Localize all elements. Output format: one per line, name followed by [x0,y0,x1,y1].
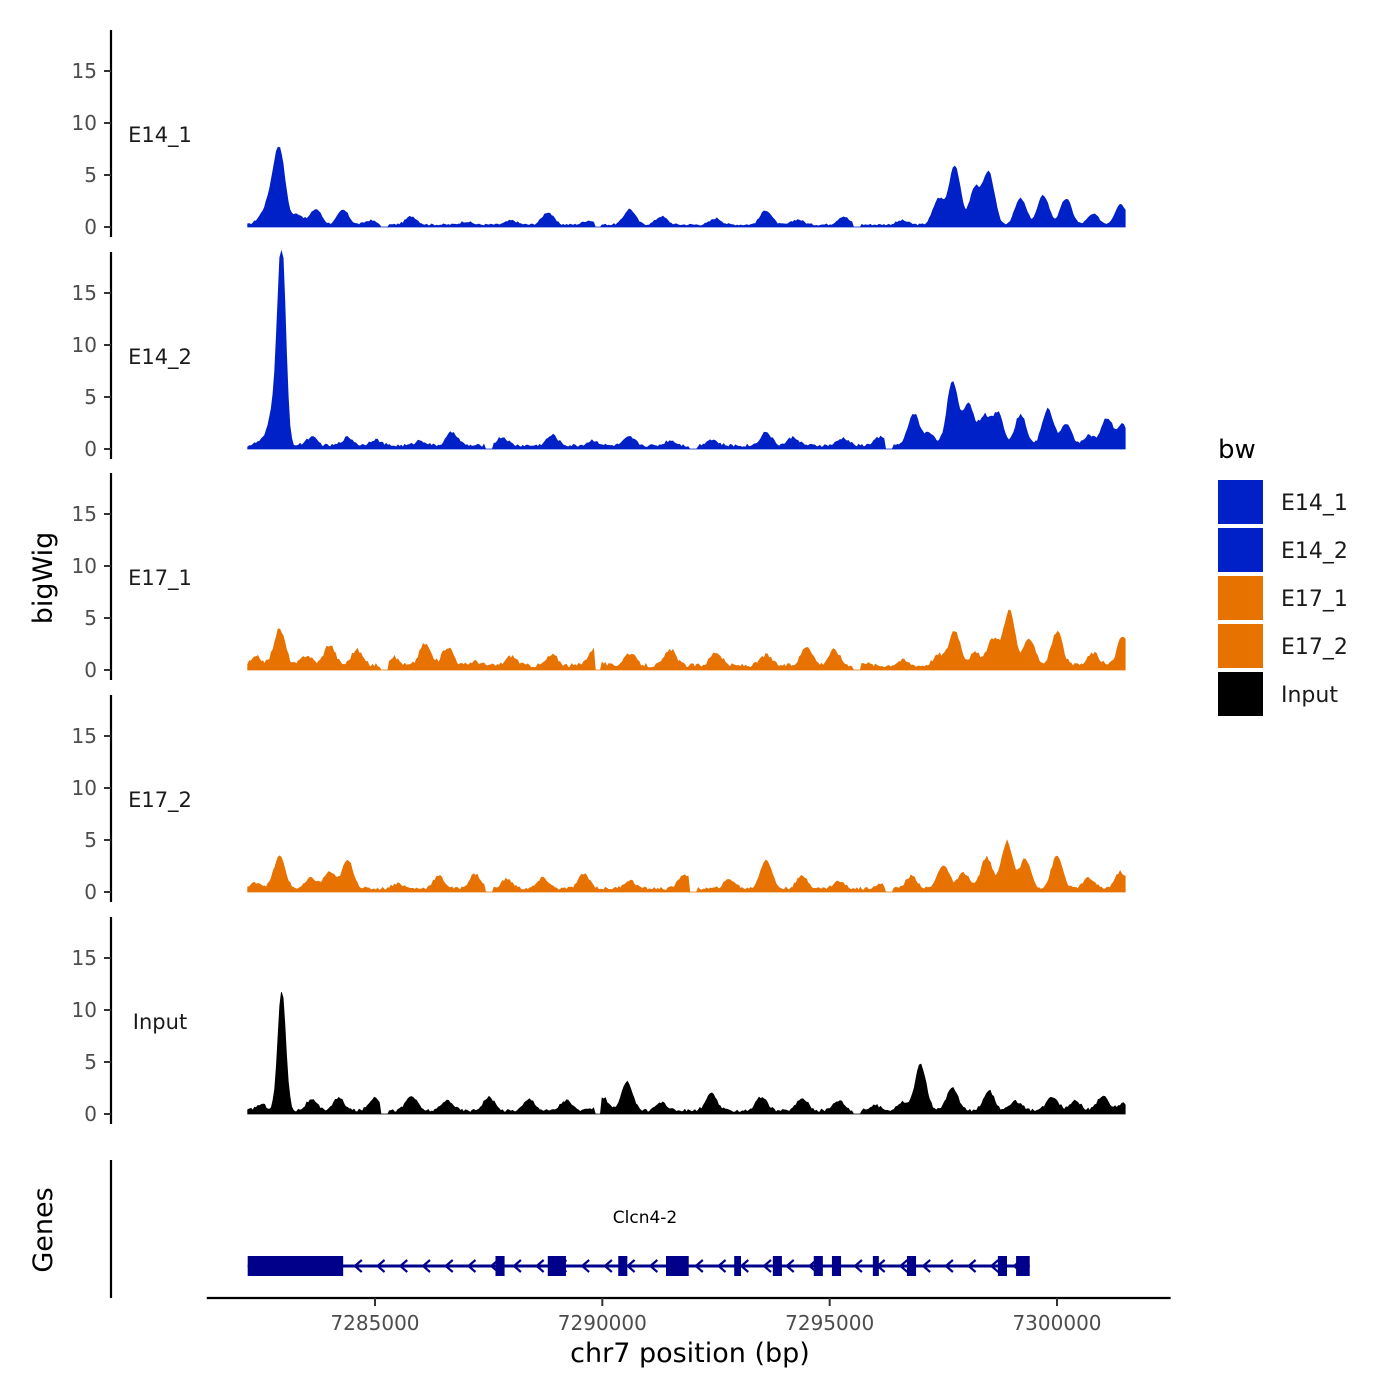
gene-exon [872,1256,879,1276]
coverage-area [247,249,1126,450]
strand-arrow [785,1259,795,1273]
genes-axis-title: Genes [28,1187,59,1272]
gene-exon [247,1256,344,1276]
gene-exon [734,1256,742,1276]
strand-arrow [534,1259,545,1273]
y-tick-label: 10 [72,333,97,357]
y-tick-label: 10 [72,111,97,135]
track-label: E17_1 [128,566,192,591]
legend-title: bw [1218,435,1256,465]
x-axis-title: chr7 position (bp) [570,1338,810,1369]
strand-arrow [421,1259,431,1273]
y-tick-label: 5 [84,163,97,187]
strand-arrow [512,1259,522,1273]
y-tick-label: 5 [84,606,97,630]
strand-arrow [353,1259,363,1273]
x-tick-label: 7300000 [1012,1311,1101,1335]
track-panel-e14-1: 0 5 10 15 E14_1 [72,30,1126,239]
y-tick-label: 0 [84,880,97,904]
gene-exon [997,1256,1007,1276]
y-tick-label: 15 [72,946,97,970]
track-panel-e14-2: 0 5 10 15 E14_2 [72,249,1126,461]
gene-exon [813,1256,823,1276]
strand-arrow [921,1259,931,1273]
legend-swatch [1218,528,1263,572]
legend-entry-label: E14_2 [1281,539,1348,564]
strand-arrow [625,1259,636,1273]
y-tick-label: 15 [72,502,97,526]
legend-entry-label: E17_1 [1281,587,1348,612]
strand-arrow [580,1259,590,1273]
gene-exon [831,1256,842,1276]
track-label: E14_1 [128,123,192,148]
strand-arrow [694,1259,704,1273]
coverage-area [247,839,1126,893]
tracks-group: 0 5 10 15 E14_1 0 5 10 15 E14_2 0 5 10 15 E17_1 0 5 10 15 E… [72,30,1126,1126]
strand-arrow [603,1259,613,1273]
track-label: Input [133,1010,187,1034]
legend-swatch [1218,576,1263,620]
strand-arrow [739,1259,749,1273]
strand-arrow [375,1259,386,1273]
strand-arrow [648,1259,659,1273]
legend-entry-label: E14_1 [1281,491,1348,516]
legend-swatch [1218,624,1263,668]
track-panel-e17-1: 0 5 10 15 E17_1 [72,473,1126,682]
strand-arrow [398,1259,408,1273]
gene-exon [495,1256,505,1276]
track-panel-e17-2: 0 5 10 15 E17_2 [72,695,1126,904]
y-tick-label: 5 [84,828,97,852]
track-label: E14_2 [128,345,192,370]
legend-entry-label: Input [1281,683,1338,708]
gene-exon [547,1256,566,1276]
legend-entry-label: E17_2 [1281,635,1348,660]
genes-panel: Clcn4-2 [109,1160,1030,1298]
strand-arrow [898,1259,909,1273]
strand-arrow [466,1259,477,1273]
y-axis-title: bigWig [28,532,59,625]
gene-exon [772,1256,782,1276]
strand-arrow [853,1259,863,1273]
gene-exon [665,1256,689,1276]
y-tick-label: 5 [84,385,97,409]
y-tick-label: 5 [84,1050,97,1074]
gene-exon [1016,1256,1030,1276]
legend-swatch [1218,480,1263,524]
gene-exon [618,1256,628,1276]
strand-arrow [966,1259,977,1273]
y-tick-label: 10 [72,998,97,1022]
legend-swatch [1218,672,1263,716]
x-tick-label: 7285000 [330,1311,419,1335]
gene-exon [906,1256,917,1276]
track-panel-input: 0 5 10 15 Input [72,917,1126,1126]
coverage-area [247,992,1126,1115]
y-tick-label: 10 [72,776,97,800]
coverage-area [247,609,1126,671]
y-tick-label: 0 [84,658,97,682]
strand-arrow [989,1259,1000,1273]
y-tick-label: 0 [84,437,97,461]
y-tick-label: 15 [72,281,97,305]
y-tick-label: 15 [72,59,97,83]
y-tick-label: 0 [84,215,97,239]
gene-name-label: Clcn4-2 [613,1208,677,1228]
y-tick-label: 0 [84,1102,97,1126]
x-axis: 7285000 7290000 7295000 7300000 [206,1296,1171,1335]
strand-arrow [444,1259,454,1273]
coverage-area [247,146,1126,228]
x-tick-label: 7290000 [558,1311,647,1335]
x-tick-label: 7295000 [785,1311,874,1335]
y-tick-label: 10 [72,554,97,578]
strand-arrow [716,1259,727,1273]
legend: bw E14_1 E14_2 E17_1 E17_2 Input [1218,435,1348,716]
track-label: E17_2 [128,788,192,813]
strand-arrow [762,1259,772,1273]
y-tick-label: 15 [72,724,97,748]
strand-arrow [944,1259,954,1273]
